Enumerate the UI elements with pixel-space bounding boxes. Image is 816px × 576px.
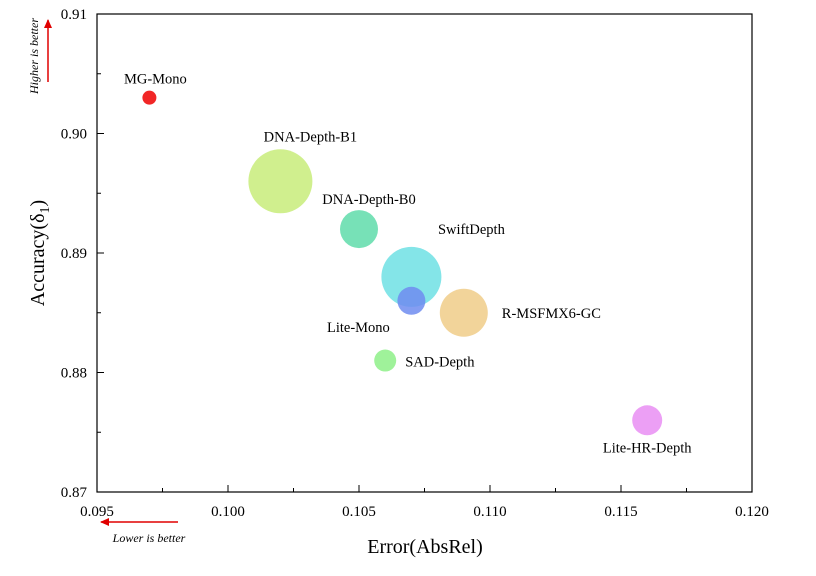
lower-is-better-label: Lower is better [112, 531, 186, 545]
bubble [374, 349, 397, 372]
x-tick-label: 0.120 [735, 504, 769, 520]
y-axis: 0.87 0.88 0.89 0.90 0.91 [61, 7, 104, 501]
point-label: Lite-Mono [327, 320, 390, 336]
x-axis-title: Error(AbsRel) [367, 536, 483, 558]
bubble [340, 210, 378, 249]
bubble [381, 246, 442, 307]
x-axis: 0.095 0.100 0.105 0.110 0.115 0.120 [80, 485, 769, 520]
bubble [248, 149, 313, 214]
bubble [439, 288, 488, 337]
x-tick-label: 0.110 [473, 504, 506, 520]
bubbles-layer [142, 90, 663, 436]
y-tick-label: 0.89 [61, 246, 87, 262]
bubble [397, 286, 426, 315]
point-label: SAD-Depth [405, 355, 475, 371]
point-label: DNA-Depth-B1 [264, 129, 357, 145]
x-tick-label: 0.115 [604, 504, 637, 520]
y-tick-label: 0.87 [61, 485, 88, 501]
y-tick-label: 0.91 [61, 7, 87, 23]
point-label: SwiftDepth [438, 222, 506, 238]
point-labels: MG-Mono DNA-Depth-B1 DNA-Depth-B0 SwiftDept… [124, 72, 692, 457]
bubble [632, 405, 663, 436]
point-label: MG-Mono [124, 72, 187, 88]
x-tick-label: 0.105 [342, 504, 376, 520]
x-tick-label: 0.095 [80, 504, 114, 520]
point-label: R-MSFMX6-GC [502, 306, 601, 322]
y-tick-label: 0.88 [61, 366, 87, 382]
y-tick-label: 0.90 [61, 127, 87, 143]
bubble [142, 90, 157, 105]
point-label: Lite-HR-Depth [603, 440, 692, 456]
point-label: DNA-Depth-B0 [322, 192, 415, 208]
x-tick-label: 0.100 [211, 504, 245, 520]
higher-is-better-label: Higher is better [27, 18, 41, 95]
y-axis-title: Accuracy(δ1) [27, 200, 53, 306]
